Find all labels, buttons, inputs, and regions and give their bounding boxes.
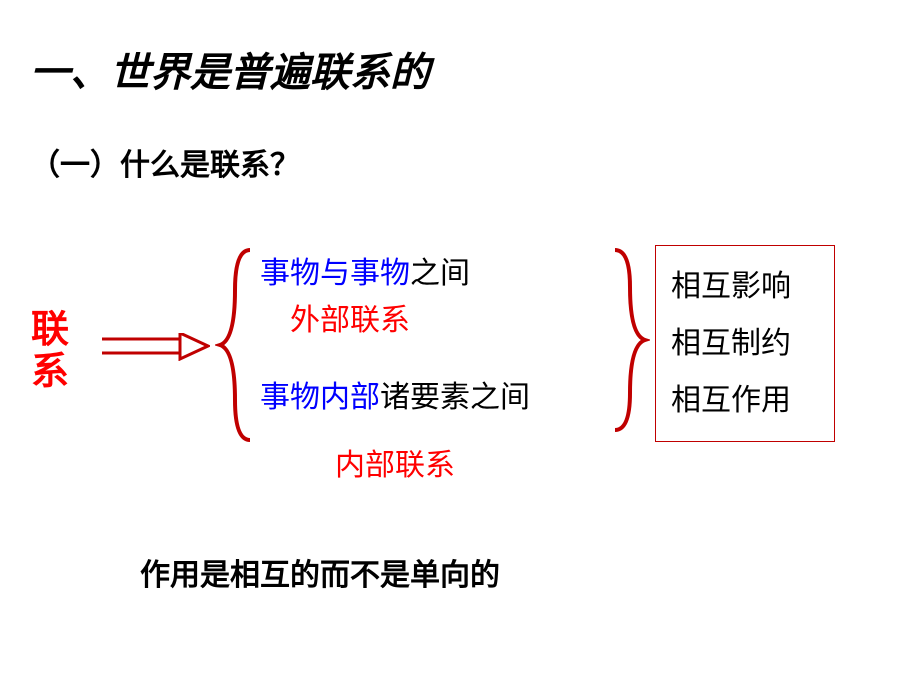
bottom-note: 作用是相互的而不是单向的 xyxy=(140,550,500,594)
branch2-main: 事物内部诸要素之间 xyxy=(260,372,530,416)
effect-item-2: 相互制约 xyxy=(671,315,819,372)
branch1-blue-text: 事物与事物 xyxy=(260,257,410,290)
effects-box: 相互影响 相互制约 相互作用 xyxy=(655,245,835,442)
arrow-icon xyxy=(100,333,210,361)
effect-item-1: 相互影响 xyxy=(671,258,819,315)
effect-item-3: 相互作用 xyxy=(671,372,819,429)
branch2-sub: 内部联系 xyxy=(335,440,455,484)
branch1-sub: 外部联系 xyxy=(290,295,410,339)
section-subtitle: （一）什么是联系？ xyxy=(30,140,300,184)
branch2-black-text: 诸要素之间 xyxy=(380,381,530,414)
branch1-main: 事物与事物之间 xyxy=(260,248,470,292)
branch1-black-text: 之间 xyxy=(410,257,470,290)
branch2-blue-text: 事物内部 xyxy=(260,381,380,414)
root-concept-label: 联 系 xyxy=(30,310,70,394)
main-title: 一、世界是普遍联系的 xyxy=(30,40,430,98)
left-brace-icon xyxy=(215,245,255,445)
right-brace-icon xyxy=(610,245,650,435)
